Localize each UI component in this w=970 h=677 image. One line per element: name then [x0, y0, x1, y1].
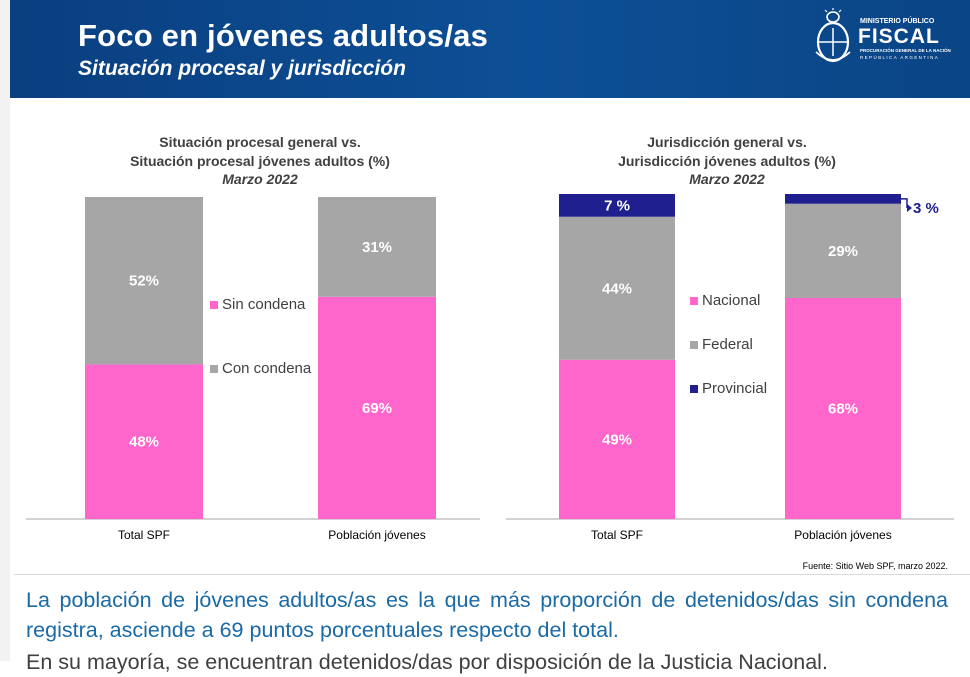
chart1-title: Situación procesal general vs. Situación…: [60, 133, 460, 189]
body-paragraph-1: La población de jóvenes adultos/as es la…: [26, 585, 948, 645]
logo-line-1: MINISTERIO PÚBLICO: [860, 18, 934, 25]
logo-line-4: REPÚBLICA ARGENTINA: [860, 55, 939, 60]
coat-of-arms-icon: [812, 8, 854, 66]
logo: MINISTERIO PÚBLICO FISCAL PROCURACIÓN GE…: [810, 8, 960, 68]
chart1-category-1: Población jóvenes: [328, 528, 425, 542]
chart1-legend-label-1: Con condena: [222, 360, 312, 377]
chart2-legend-label-1: Federal: [702, 336, 753, 353]
chart1-label-0-1: 52%: [129, 273, 159, 290]
chart2-title: Jurisdicción general vs. Jurisdicción jó…: [527, 133, 927, 189]
page-title: Foco en jóvenes adultos/as: [78, 18, 488, 54]
chart2-label-0-0: 49%: [602, 431, 632, 448]
source-note: Fuente: Sitio Web SPF, marzo 2022.: [803, 561, 948, 571]
chart2-label-1-2: 3 %: [913, 200, 939, 217]
chart2-legend-swatch-1: [690, 341, 698, 349]
chart1-label-1-0: 69%: [362, 400, 392, 417]
chart1-date: Marzo 2022: [60, 170, 460, 189]
left-margin-strip: [0, 0, 10, 661]
body-paragraph-2: En su mayoría, se encuentran detenidos/d…: [26, 647, 948, 677]
chart2-svg: 49% 44% 7 % Total SPF 68% 29% 3 % Población jóv…: [500, 190, 960, 550]
chart2-label-arrow-1: [907, 204, 912, 212]
chart2-legend-swatch-2: [690, 385, 698, 393]
chart1-label-0-0: 48%: [129, 434, 159, 451]
chart1-title-line1: Situación procesal general vs.: [60, 133, 460, 152]
chart2-label-1-0: 68%: [828, 401, 858, 418]
logo-line-3: PROCURACIÓN GENERAL DE LA NACIÓN: [860, 48, 951, 53]
chart1-label-1-1: 31%: [362, 239, 392, 256]
chart2-title-line1: Jurisdicción general vs.: [527, 133, 927, 152]
chart2-legend-swatch-0: [690, 297, 698, 305]
page-subtitle: Situación procesal y jurisdicción: [78, 57, 406, 81]
header-banner: Foco en jóvenes adultos/as Situación pro…: [10, 0, 970, 98]
chart1-title-line2: Situación procesal jóvenes adultos (%): [60, 152, 460, 171]
chart1-legend-swatch-1: [210, 365, 218, 373]
chart1-legend-label-0: Sin condena: [222, 296, 306, 313]
chart1-legend-swatch-0: [210, 301, 218, 309]
chart2-label-0-1: 44%: [602, 280, 632, 297]
chart2-label-0-2: 7 %: [604, 197, 630, 214]
chart1-category-0: Total SPF: [118, 528, 170, 542]
chart2-category-0: Total SPF: [591, 528, 643, 542]
chart2-label-1-1: 29%: [828, 243, 858, 260]
chart2-legend-label-2: Provincial: [702, 380, 767, 397]
chart2-bar-1-2: [785, 194, 901, 204]
chart2-category-1: Población jóvenes: [794, 528, 891, 542]
chart2-legend-label-0: Nacional: [702, 292, 760, 309]
chart1-svg: 48% 52% Total SPF 69% 31% Población jóvenes Si…: [20, 190, 480, 550]
chart2-title-line2: Jurisdicción jóvenes adultos (%): [527, 152, 927, 171]
logo-line-2: FISCAL: [858, 25, 940, 49]
chart2-date: Marzo 2022: [527, 170, 927, 189]
